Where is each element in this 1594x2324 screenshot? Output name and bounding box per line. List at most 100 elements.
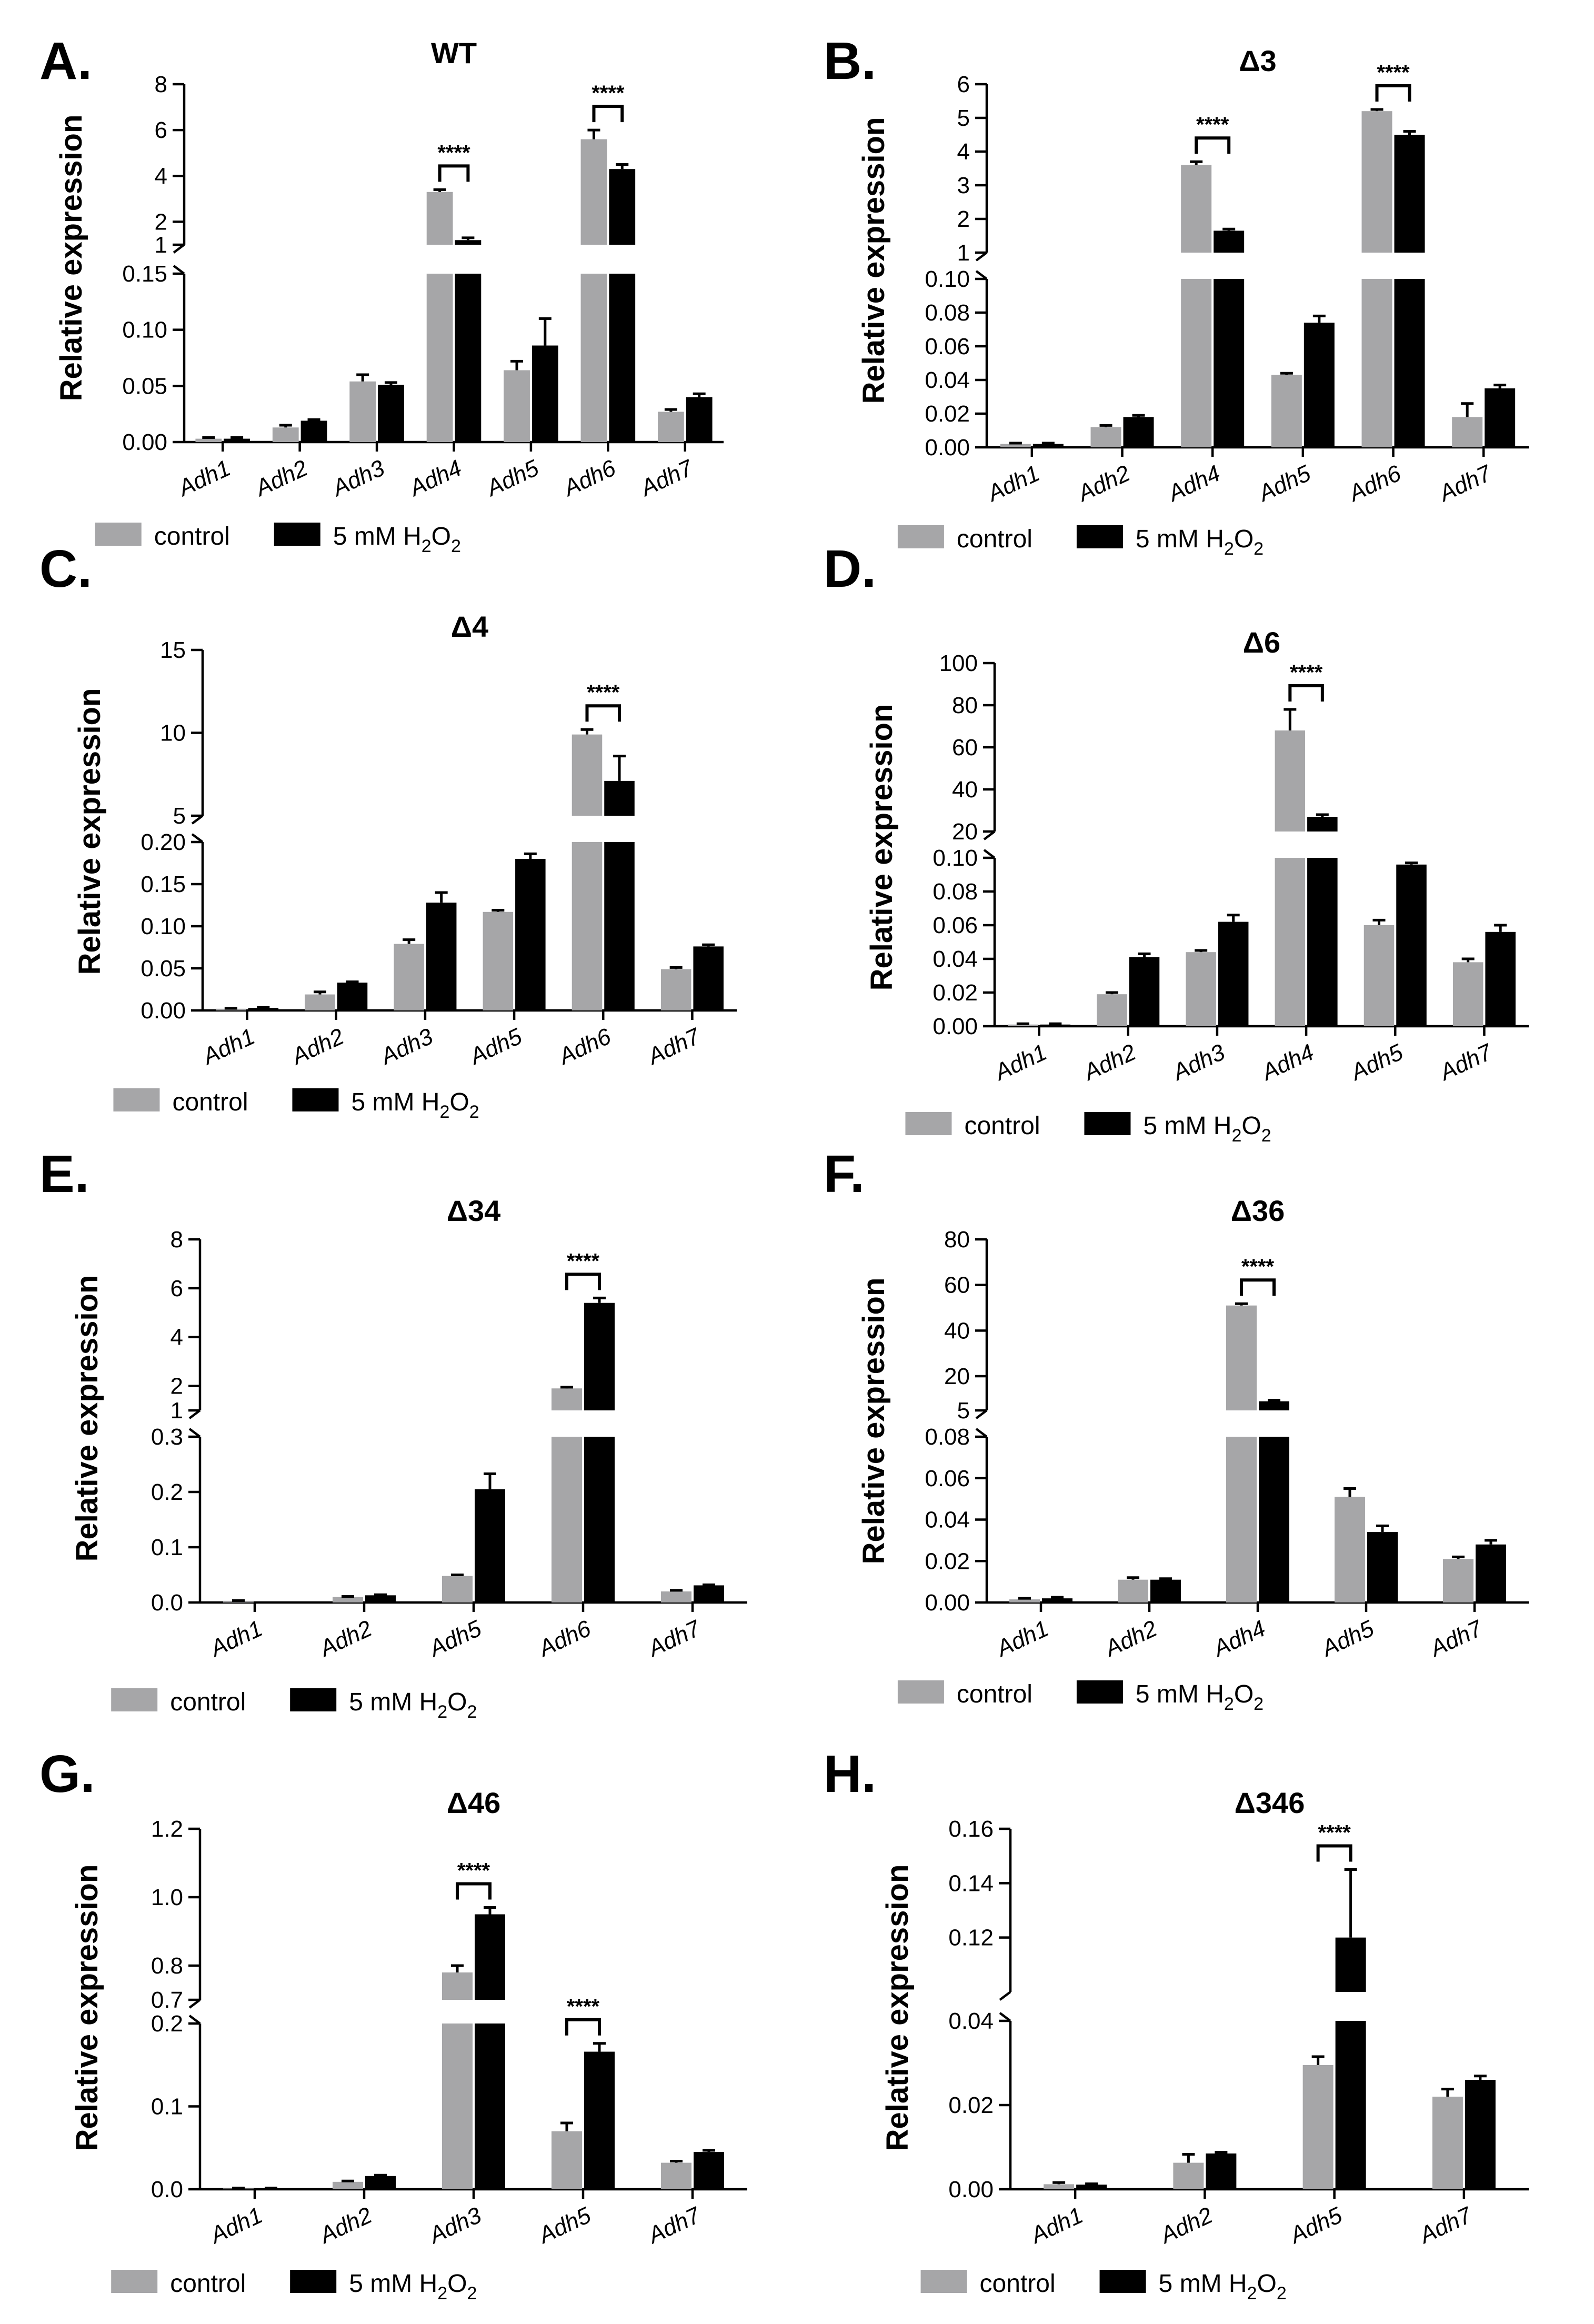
legend-swatch-control (95, 523, 142, 546)
x-tick-label: Adh1 (1026, 2202, 1087, 2249)
legend: control 5 mM H2O2 (898, 525, 1264, 559)
bar (333, 2182, 363, 2189)
bar (1453, 962, 1483, 1026)
y-tick-label: 0.0 (151, 1590, 183, 1616)
significance-label: **** (567, 1249, 600, 1273)
chart-panel-2: B. Δ3Relative expression0.000.020.040.060… (824, 32, 1529, 559)
bar (552, 2131, 582, 2189)
bar (584, 1437, 615, 1602)
bar (426, 903, 457, 1010)
y-tick-label: 0.7 (151, 1987, 183, 2013)
significance-bracket (440, 166, 468, 182)
significance-bracket (567, 1274, 599, 1290)
x-tick-label: Adh5 (465, 1023, 526, 1070)
legend-label-control: control (170, 2270, 246, 2298)
legend-swatch-treatment (1077, 1680, 1123, 1704)
legend-swatch-treatment (1084, 1112, 1130, 1135)
y-tick-label: 0.15 (122, 261, 167, 287)
bar (1259, 1401, 1289, 1410)
bar (483, 912, 514, 1010)
legend-label-treatment: 5 mM H2O2 (1136, 1680, 1264, 1714)
bar (1485, 388, 1515, 447)
bar (1181, 279, 1211, 447)
chart-panel-6: F.Δ36Relative expression0.000.020.040.06… (824, 1145, 1529, 1714)
significance-label: **** (587, 681, 620, 704)
bar (694, 2152, 724, 2189)
x-tick-label: Adh2 (1100, 1616, 1161, 1662)
bar (1367, 1532, 1398, 1602)
bar (1307, 817, 1338, 832)
bar (365, 2176, 396, 2189)
bar (1271, 375, 1302, 447)
y-tick-label: 0.8 (151, 1953, 183, 1979)
bar (661, 969, 691, 1010)
y-tick-label: 0.02 (948, 2092, 994, 2118)
legend-text-part: O (1241, 1112, 1261, 1140)
y-tick-label: 5 (957, 105, 970, 131)
x-tick-label: Adh1 (989, 1039, 1051, 1086)
chart-title: Δ4 (451, 610, 488, 643)
bar (1226, 1306, 1257, 1410)
y-tick-label: 6 (155, 117, 167, 143)
significance-label: **** (1196, 113, 1229, 136)
y-tick-label: 0.06 (925, 334, 970, 359)
bar (1396, 865, 1427, 1026)
significance-bracket (1290, 686, 1322, 702)
y-axis-title: Relative expression (70, 1865, 104, 2151)
bar (552, 1388, 582, 1410)
y-axis-title: Relative expression (54, 115, 88, 402)
legend-swatch-control (111, 2270, 157, 2293)
chart-title: Δ6 (1243, 626, 1280, 659)
chart-title: Δ46 (447, 1786, 501, 1819)
panel-label: D. (824, 539, 876, 598)
bar (1218, 922, 1249, 1026)
significance-label: **** (437, 141, 470, 164)
bar (1150, 1580, 1181, 1602)
y-tick-label: 0.02 (925, 401, 970, 427)
bar (305, 995, 335, 1010)
y-tick-label: 0.05 (122, 373, 167, 399)
significance-label: **** (1377, 61, 1410, 84)
y-tick-label: 40 (944, 1318, 970, 1344)
bar (1214, 231, 1244, 253)
y-axis-title: Relative expression (70, 1275, 104, 1562)
y-tick-label: 15 (160, 637, 186, 663)
y-tick-label: 5 (957, 1398, 970, 1424)
x-tick-label: Adh7 (635, 455, 697, 502)
y-axis-title: Relative expression (857, 1278, 891, 1565)
chart-title: Δ36 (1231, 1194, 1285, 1227)
bar (1206, 2153, 1236, 2189)
legend-text-part: 5 mM H (351, 1088, 439, 1116)
chart-panel-8: H. Δ346 Relative expression 0.00 0.02 0.04 0.1… (824, 1745, 1529, 2303)
legend-label-control: control (964, 1112, 1040, 1140)
legend-text-part: O (432, 523, 451, 550)
x-tick-label: Adh5 (1346, 1039, 1407, 1086)
bar (1000, 444, 1031, 447)
significance-bracket (1318, 1846, 1351, 1862)
legend-text-part: 5 mM H (1143, 1112, 1231, 1140)
significance-bracket (457, 1884, 490, 1900)
y-tick-label: 0.1 (151, 1535, 183, 1560)
bar (552, 1437, 582, 1602)
bar (1033, 444, 1064, 447)
y-tick-label: 60 (944, 1273, 970, 1298)
legend-text-part: O (447, 1688, 467, 1716)
x-tick-label: Adh4 (1208, 1616, 1270, 1662)
legend-swatch-control (111, 1688, 157, 1711)
bar (584, 2052, 615, 2189)
legend-text-part: 2 (437, 1702, 447, 1722)
x-tick-label: Adh2 (1155, 2202, 1217, 2249)
y-tick-label: 0.04 (948, 2008, 994, 2034)
y-tick-label: 100 (939, 650, 978, 676)
y-tick-label: 0.05 (141, 956, 186, 981)
bar (694, 1585, 724, 1602)
bar (604, 781, 635, 816)
legend-label-treatment: 5 mM H2O2 (349, 2270, 477, 2303)
y-tick-label: 0.04 (925, 367, 970, 393)
legend-text-part: O (1234, 1680, 1254, 1708)
y-tick-label: 0.2 (151, 1479, 183, 1505)
legend-label-treatment: 5 mM H2O2 (349, 1688, 477, 1722)
legend-text-part: 5 mM H (333, 523, 422, 550)
x-tick-label: Adh7 (1415, 2202, 1477, 2249)
bar (1465, 2080, 1496, 2189)
